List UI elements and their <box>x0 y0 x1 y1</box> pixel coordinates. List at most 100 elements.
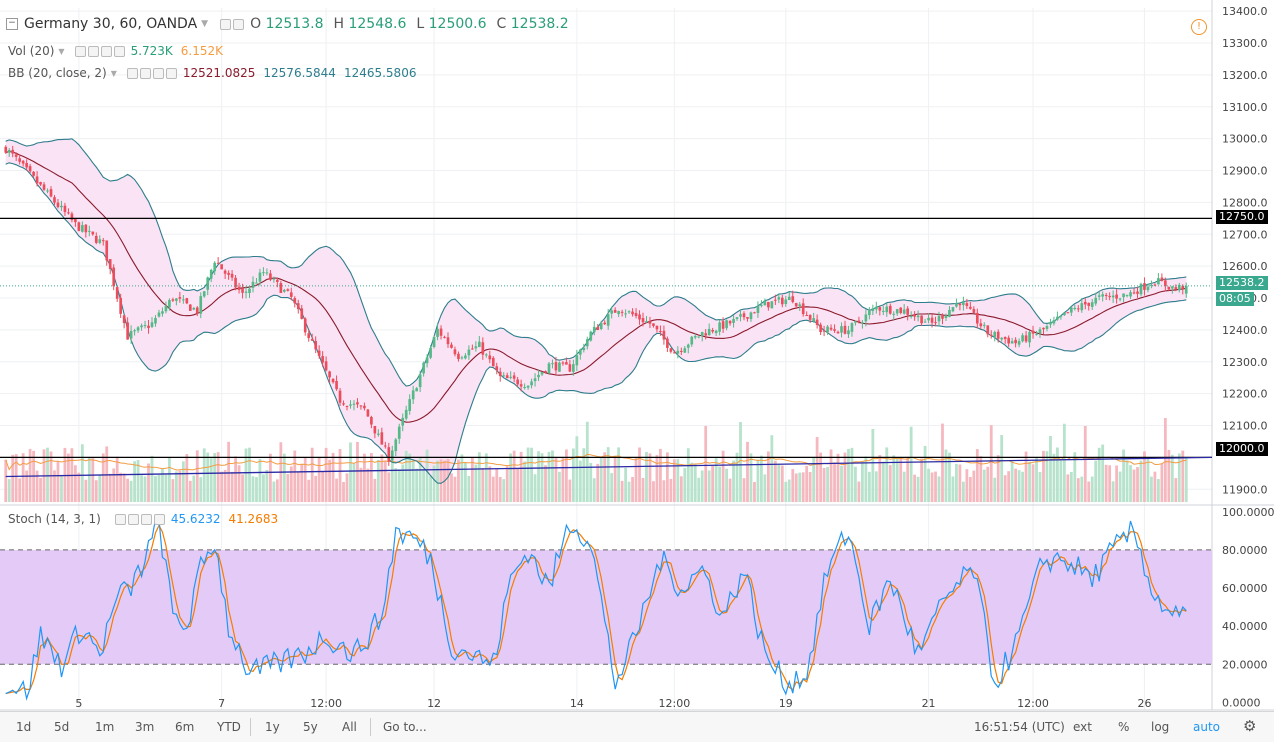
volume-bar <box>885 447 889 502</box>
candle <box>631 308 634 317</box>
candle <box>707 323 711 336</box>
candle-body <box>836 331 840 334</box>
volume-bar <box>262 474 265 502</box>
close-icon[interactable] <box>165 67 177 79</box>
dropdown-icon[interactable]: ▼ <box>58 46 65 56</box>
toggle-ext[interactable]: ext <box>1073 720 1092 734</box>
range-1m[interactable]: 1m <box>95 720 115 734</box>
candle-body <box>404 409 408 419</box>
plus-icon[interactable] <box>140 513 152 525</box>
volume-bar <box>610 473 614 502</box>
candle <box>216 257 220 265</box>
candle-body <box>857 320 861 323</box>
volume-bar <box>714 458 718 502</box>
candle <box>1059 315 1063 320</box>
volume-bar <box>704 426 708 502</box>
candle-body <box>122 315 126 324</box>
candle <box>982 322 986 329</box>
candle-body <box>397 426 401 439</box>
candle-body <box>7 150 11 153</box>
close-icon[interactable] <box>113 45 125 57</box>
stoch-tick-label: 100.0000 <box>1222 506 1274 519</box>
candle <box>934 316 937 327</box>
goto-button[interactable]: Go to... <box>383 720 427 734</box>
candle-body <box>850 323 854 332</box>
volume-bar <box>721 450 725 502</box>
candle <box>523 383 526 390</box>
candle <box>488 350 492 364</box>
candle <box>345 405 349 411</box>
price-axis[interactable]: 13400.0 13300.0 13200.0 13100.0 13000.0 12900… <box>1222 5 1268 496</box>
eye-icon[interactable] <box>114 513 126 525</box>
collapse-icon[interactable]: − <box>6 18 18 30</box>
volume-bar <box>1035 457 1038 502</box>
dropdown-icon[interactable]: ▼ <box>110 68 117 78</box>
toggle-percent[interactable]: % <box>1118 720 1130 734</box>
volume-bar <box>937 476 941 502</box>
candle-body <box>1017 341 1021 345</box>
candle-body <box>589 331 593 341</box>
close-icon[interactable] <box>153 513 165 525</box>
stoch-label[interactable]: Stoch (14, 3, 1) <box>8 512 101 526</box>
toggle-log[interactable]: log <box>1151 720 1170 734</box>
volume-bar <box>495 468 499 502</box>
range-5d[interactable]: 5d <box>54 720 70 734</box>
range-5y[interactable]: 5y <box>303 720 318 734</box>
candle-body <box>28 166 32 172</box>
candle <box>579 348 582 360</box>
volume-bar <box>1052 453 1056 502</box>
candle-body <box>182 299 185 301</box>
volume-bar <box>902 471 906 502</box>
candle <box>655 325 659 333</box>
settings-icon[interactable] <box>139 67 151 79</box>
candle-body <box>94 235 98 243</box>
plus-icon[interactable] <box>100 45 112 57</box>
candle <box>899 307 903 315</box>
candle-body <box>335 380 338 390</box>
candle-body <box>422 362 425 374</box>
candle <box>105 240 109 266</box>
range-ytd[interactable]: YTD <box>217 720 241 734</box>
settings-icon[interactable] <box>87 45 99 57</box>
toggle-auto[interactable]: auto <box>1193 720 1221 734</box>
range-3m[interactable]: 3m <box>135 720 155 734</box>
range-1d[interactable]: 1d <box>16 720 32 734</box>
price-tick-label: 12900.0 <box>1222 165 1268 178</box>
candle-body <box>728 320 732 324</box>
stoch-axis[interactable]: 100.0000 80.0000 60.0000 40.0000 20.0000 0.00… <box>1222 506 1274 710</box>
price-tick-label: 12600.0 <box>1222 260 1268 273</box>
symbol-title[interactable]: Germany 30, 60, OANDA <box>24 16 198 32</box>
stoch-tick-label: 80.0000 <box>1222 544 1268 557</box>
gear-icon[interactable]: ⚙ <box>1243 717 1257 735</box>
symbol-dropdown-icon[interactable]: ▼ <box>201 19 209 29</box>
range-all[interactable]: All <box>342 720 357 734</box>
volume-bar <box>547 451 551 502</box>
alert-icon[interactable]: ! <box>1191 19 1207 35</box>
volume-bar <box>613 455 617 502</box>
volume-bar <box>1045 451 1049 502</box>
candle <box>237 282 241 294</box>
eye-icon[interactable] <box>126 67 138 79</box>
volume-label[interactable]: Vol (20) <box>8 44 55 58</box>
candle <box>718 319 721 336</box>
candle-body <box>1125 294 1129 296</box>
eye-icon[interactable] <box>74 45 86 57</box>
range-6m[interactable]: 6m <box>175 720 195 734</box>
candle <box>875 301 878 314</box>
candle-body <box>523 386 526 388</box>
settings-icon[interactable] <box>233 18 245 30</box>
eye-icon[interactable] <box>220 18 232 30</box>
time-axis[interactable]: 5 7 12:00 12 14 12:00 19 21 12:00 26 <box>75 697 1151 710</box>
candle <box>168 298 171 311</box>
bb-label[interactable]: BB (20, close, 2) <box>8 66 107 80</box>
range-1y[interactable]: 1y <box>265 720 280 734</box>
volume-value: 5.723K <box>130 44 173 58</box>
plus-icon[interactable] <box>152 67 164 79</box>
settings-icon[interactable] <box>127 513 139 525</box>
candle-body <box>429 347 432 358</box>
horizontal-lines[interactable] <box>0 217 1213 478</box>
candle-body <box>888 305 892 314</box>
volume-bar <box>18 478 22 502</box>
time-label: 12:00 <box>1017 697 1049 710</box>
